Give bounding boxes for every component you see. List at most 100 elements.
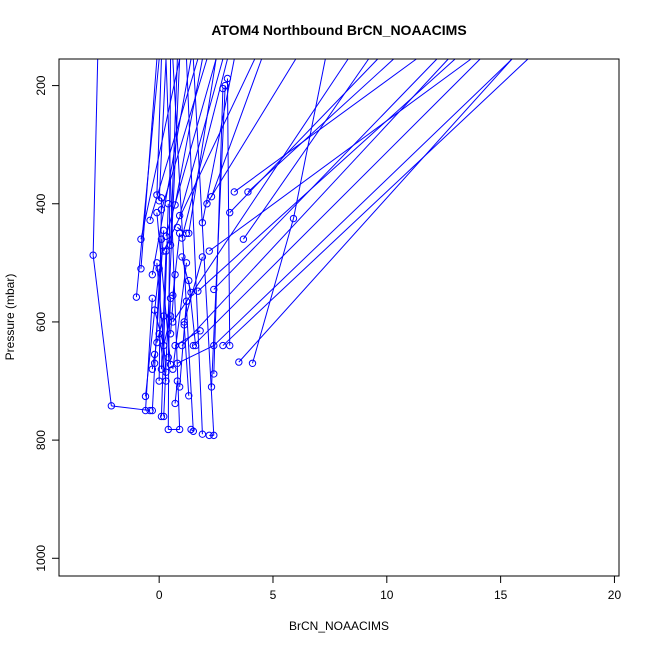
data-point (230, 188, 238, 196)
data-point (146, 216, 154, 225)
series-segment (158, 58, 167, 201)
y-tick-label: 200 (34, 75, 48, 95)
data-point (160, 412, 168, 421)
data-point (205, 247, 213, 255)
series-segment (111, 405, 151, 412)
plot-frame (58, 58, 620, 577)
data-point (160, 226, 168, 235)
series-segment (229, 58, 379, 213)
data-point (153, 338, 161, 347)
data-point (239, 235, 248, 243)
data-point (169, 291, 177, 300)
x-axis-label: BrCN_NOAACIMS (289, 619, 389, 633)
x-tick-label: 10 (380, 588, 394, 602)
data-point (175, 211, 184, 220)
series-segment (188, 280, 197, 346)
series-segment (165, 58, 217, 237)
series-segment (156, 315, 165, 343)
series-segment (160, 58, 208, 210)
series-segment (151, 354, 156, 370)
series-segment (183, 256, 203, 323)
data-point (203, 200, 211, 208)
series-segment (172, 262, 187, 370)
data-point (210, 341, 218, 350)
data-point (180, 321, 188, 329)
y-axis-label: Pressure (mbar) (3, 274, 17, 361)
series-segment (213, 58, 513, 346)
data-point (173, 223, 182, 232)
series-segment (177, 226, 187, 234)
data-point (210, 370, 218, 378)
data-point (173, 377, 182, 385)
series-segment (160, 251, 167, 370)
data-point (164, 425, 172, 434)
series-segment (185, 58, 203, 435)
series-segment (156, 262, 167, 373)
series-segment (145, 298, 153, 411)
data-point (205, 431, 213, 440)
data-point (244, 188, 252, 196)
data-point (178, 234, 186, 242)
data-point (198, 218, 207, 227)
data-point (191, 341, 200, 350)
series-segment (292, 58, 326, 219)
series-segment (163, 58, 256, 252)
data-point (162, 377, 170, 385)
data-point (235, 358, 243, 366)
series-segment (181, 58, 449, 346)
series-segment (192, 58, 215, 436)
data-point (198, 253, 207, 261)
y-tick-label: 400 (34, 193, 48, 213)
series-segment (154, 230, 165, 364)
data-point (178, 253, 186, 261)
y-axis: 200 400 600 800 1000 (34, 75, 60, 572)
data-point (137, 235, 145, 243)
data-point (157, 235, 166, 243)
data-point (162, 247, 170, 255)
x-tick-label: 20 (608, 588, 622, 602)
series-segment (247, 58, 394, 193)
plot-points (89, 74, 298, 440)
x-tick-label: 0 (156, 588, 163, 602)
series-segment (172, 58, 194, 432)
data-point (198, 430, 207, 438)
series-segment (179, 58, 224, 216)
data-point (164, 353, 172, 362)
data-point (248, 359, 257, 367)
data-point (187, 288, 195, 297)
data-point (182, 229, 191, 238)
data-point (187, 425, 195, 434)
data-point (166, 330, 175, 338)
data-point (157, 365, 166, 373)
data-point (153, 208, 161, 217)
data-point (173, 359, 182, 367)
y-tick-label: 1000 (34, 545, 48, 572)
data-point (132, 293, 141, 301)
data-point (164, 200, 172, 208)
data-point (210, 431, 218, 440)
data-point (226, 208, 234, 217)
data-point (150, 306, 159, 314)
data-point (189, 427, 198, 435)
series-segment (145, 268, 160, 397)
series-segment (167, 58, 172, 430)
series-segment (92, 255, 112, 406)
series-segment (167, 298, 172, 358)
data-point (166, 312, 175, 320)
series-segment (213, 58, 438, 290)
series-segment (183, 324, 190, 396)
data-point (153, 259, 161, 267)
data-point (175, 425, 184, 434)
series-segment (190, 429, 194, 432)
data-point (182, 297, 191, 305)
series-segment (154, 309, 165, 346)
data-point (289, 214, 298, 223)
series-segment (92, 58, 99, 256)
data-point (148, 270, 157, 279)
data-point (148, 294, 157, 302)
series-segment (172, 58, 349, 323)
data-point (185, 229, 193, 238)
data-point (171, 399, 179, 408)
data-point (182, 259, 191, 267)
